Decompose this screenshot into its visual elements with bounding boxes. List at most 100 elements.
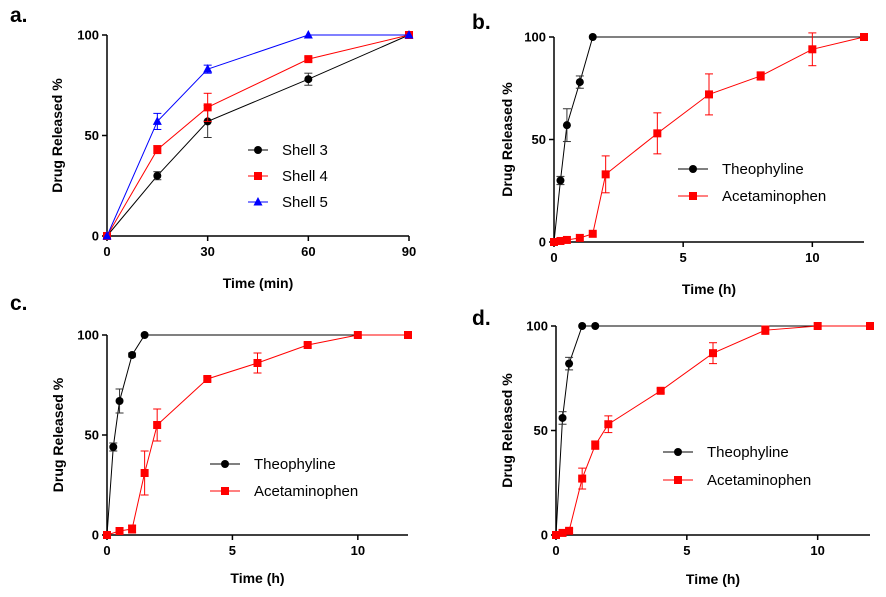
y-tick-label: 50 bbox=[534, 423, 548, 438]
data-point bbox=[562, 121, 571, 130]
series-line bbox=[106, 334, 408, 536]
chart-panel-d: d. 0 50 100 0 5 10 Time (h) Drug Released % Theop… bbox=[472, 307, 874, 587]
legend-marker bbox=[254, 172, 262, 180]
series-line bbox=[553, 36, 864, 243]
data-point bbox=[203, 103, 212, 112]
series-line bbox=[555, 325, 870, 536]
legend-label: Acetaminophen bbox=[254, 483, 358, 500]
y-tick-label: 100 bbox=[77, 328, 99, 343]
legend-label: Acetaminophen bbox=[722, 188, 826, 205]
x-tick-label: 0 bbox=[552, 543, 559, 558]
data-point bbox=[578, 322, 587, 330]
x-tick-label: 5 bbox=[680, 250, 687, 265]
data-point bbox=[115, 527, 124, 535]
y-tick-label: 0 bbox=[92, 229, 99, 244]
chart-panel-b: b. 0 50 100 0 5 10 Time (h) Drug Released % Theop… bbox=[472, 11, 868, 297]
y-axis-label: Drug Released % bbox=[499, 82, 515, 197]
data-point bbox=[591, 441, 600, 450]
data-point bbox=[103, 531, 111, 539]
panel-letter: c. bbox=[10, 292, 28, 315]
series-line bbox=[106, 34, 410, 237]
x-tick-label: 10 bbox=[351, 543, 365, 558]
chart-panel-c: c. 0 50 100 0 5 10 Time (h) Drug Released % Theop… bbox=[10, 292, 412, 586]
y-tick-label: 0 bbox=[539, 235, 546, 250]
data-point bbox=[756, 71, 765, 80]
y-tick-label: 100 bbox=[526, 319, 548, 334]
y-tick-label: 50 bbox=[85, 428, 99, 443]
data-point bbox=[860, 33, 868, 41]
data-point bbox=[761, 326, 770, 335]
y-axis-label: Drug Released % bbox=[50, 377, 66, 492]
data-point bbox=[109, 443, 118, 451]
data-point bbox=[115, 397, 124, 405]
x-tick-label: 5 bbox=[683, 543, 690, 558]
chart-panel-a: a. 0 50 100 0 30 60 90 Time (min) Drug Released %… bbox=[10, 4, 416, 291]
x-tick-label: 0 bbox=[103, 244, 110, 259]
data-point bbox=[153, 171, 162, 180]
x-tick-label: 60 bbox=[301, 244, 315, 259]
series-line bbox=[553, 36, 865, 243]
legend-marker bbox=[689, 192, 697, 200]
data-point bbox=[303, 341, 312, 349]
legend-marker bbox=[221, 487, 229, 495]
panel-letter: a. bbox=[10, 4, 28, 27]
legend-label: Shell 5 bbox=[282, 194, 328, 211]
legend-label: Theophyline bbox=[254, 456, 336, 473]
data-point bbox=[140, 469, 149, 477]
series-shell-3 bbox=[103, 31, 413, 240]
data-point bbox=[203, 375, 212, 383]
panel-letter: d. bbox=[472, 307, 491, 330]
series-shell-4 bbox=[103, 31, 413, 240]
x-tick-label: 0 bbox=[103, 543, 110, 558]
data-point bbox=[253, 359, 262, 367]
data-point bbox=[203, 64, 213, 73]
x-axis-label: Time (h) bbox=[686, 571, 740, 587]
data-point bbox=[656, 386, 665, 395]
legend-label: Shell 3 bbox=[282, 142, 328, 159]
data-point bbox=[128, 525, 137, 533]
data-point bbox=[565, 359, 574, 368]
data-point bbox=[562, 235, 571, 244]
y-tick-label: 50 bbox=[532, 132, 546, 147]
data-point bbox=[140, 331, 149, 339]
data-point bbox=[575, 78, 584, 87]
x-tick-label: 5 bbox=[229, 543, 236, 558]
data-point bbox=[808, 45, 817, 54]
series-line bbox=[106, 34, 409, 237]
legend-marker bbox=[674, 448, 682, 456]
x-tick-label: 10 bbox=[805, 250, 819, 265]
y-tick-label: 50 bbox=[85, 128, 99, 143]
data-point bbox=[152, 116, 162, 125]
legend-marker bbox=[253, 197, 263, 206]
data-point bbox=[558, 528, 567, 537]
data-point bbox=[558, 413, 567, 422]
legend-label: Acetaminophen bbox=[707, 472, 811, 489]
data-point bbox=[556, 176, 565, 185]
data-point bbox=[588, 33, 597, 41]
data-point bbox=[153, 145, 162, 154]
x-tick-label: 90 bbox=[402, 244, 416, 259]
x-tick-label: 0 bbox=[550, 250, 557, 265]
data-point bbox=[578, 474, 587, 483]
data-point bbox=[565, 526, 574, 535]
data-point bbox=[575, 233, 584, 242]
x-axis-label: Time (h) bbox=[230, 570, 284, 586]
series-acetaminophen bbox=[103, 331, 412, 539]
data-point bbox=[866, 322, 874, 330]
series-line bbox=[106, 334, 408, 536]
series-acetaminophen bbox=[550, 32, 868, 246]
data-point bbox=[588, 229, 597, 238]
legend-marker bbox=[689, 165, 697, 173]
data-point bbox=[404, 331, 412, 339]
legend-marker bbox=[674, 476, 682, 484]
data-point bbox=[604, 420, 613, 429]
panel-letter: b. bbox=[472, 11, 491, 34]
y-tick-label: 100 bbox=[524, 30, 546, 45]
data-point bbox=[591, 322, 600, 330]
data-point bbox=[304, 75, 313, 84]
data-point bbox=[303, 30, 313, 39]
x-axis-label: Time (min) bbox=[223, 275, 294, 291]
data-point bbox=[813, 322, 822, 330]
series-theophyline bbox=[550, 33, 868, 246]
